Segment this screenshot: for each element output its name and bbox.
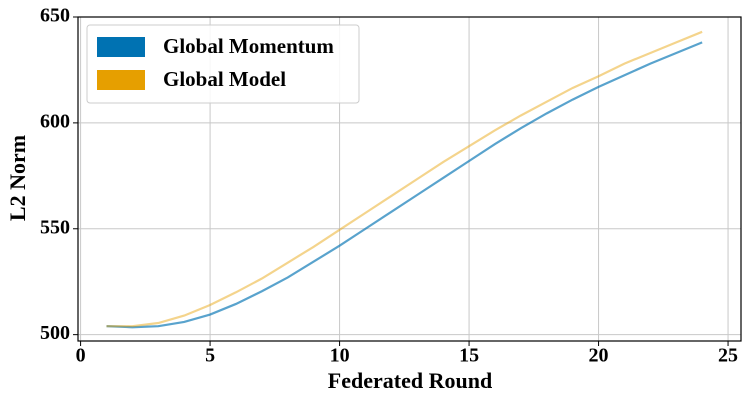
x-tick-label: 15 — [459, 345, 479, 367]
x-tick-label: 5 — [205, 345, 215, 367]
legend-box — [86, 24, 360, 104]
x-tick-label: 0 — [76, 345, 86, 367]
x-tick-label: 20 — [589, 345, 609, 367]
y-tick-label: 650 — [40, 5, 70, 27]
legend-swatch — [97, 37, 145, 57]
x-axis-label: Federated Round — [328, 368, 492, 393]
plot-frame — [77, 16, 742, 342]
y-tick-label: 550 — [40, 216, 70, 238]
legend-label: Global Model — [163, 67, 286, 91]
x-tick-label: 25 — [718, 345, 738, 367]
y-axis-label: L2 Norm — [5, 135, 30, 221]
legend-label: Global Momentum — [163, 34, 334, 58]
legend-swatch — [97, 70, 145, 90]
x-tick-label: 10 — [330, 345, 350, 367]
series-line — [106, 30, 703, 328]
series-line — [106, 41, 703, 329]
y-tick-label: 600 — [40, 110, 70, 132]
y-tick-label: 500 — [40, 322, 70, 344]
